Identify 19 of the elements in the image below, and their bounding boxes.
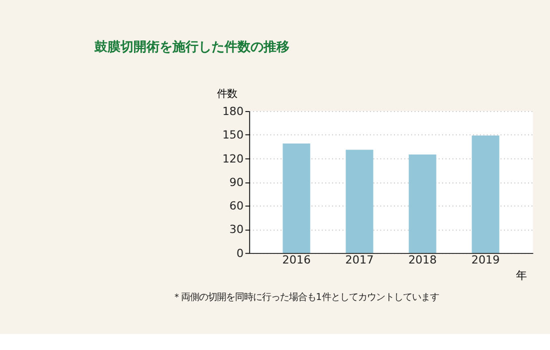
y-tick-label: 30 (229, 223, 244, 236)
y-tick-label: 60 (229, 200, 244, 213)
bar (408, 154, 436, 253)
y-tick-label: 90 (229, 176, 244, 189)
bar (346, 150, 374, 253)
bar (282, 143, 310, 253)
x-tick-label: 2018 (408, 254, 437, 267)
x-tick-label: 2017 (345, 254, 374, 267)
x-axis-title: 年 (516, 269, 528, 282)
bar (472, 136, 500, 253)
chart-title: 鼓膜切開術を施行した件数の推移 (94, 38, 290, 55)
y-tick-label: 180 (222, 105, 244, 118)
x-tick-label: 2019 (471, 254, 500, 267)
y-tick-label: 0 (236, 246, 244, 260)
x-tick-label: 2016 (282, 254, 311, 267)
y-axis-title: 件数 (216, 88, 237, 100)
y-tick-label: 120 (222, 152, 244, 166)
text: ＊両側の切開を同時に行った場合も1件としてカウントしています (172, 292, 439, 304)
y-tick-label: 150 (222, 128, 244, 142)
